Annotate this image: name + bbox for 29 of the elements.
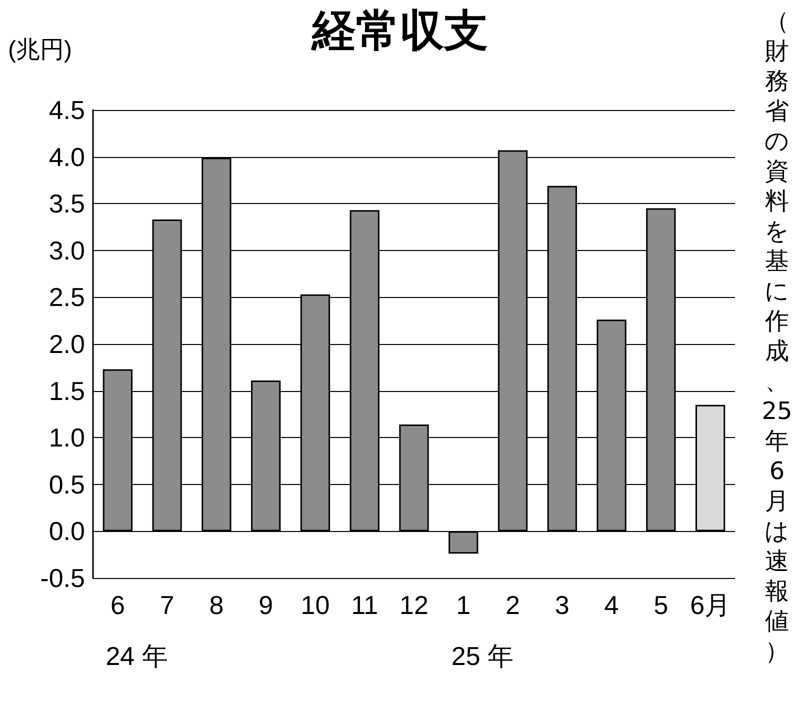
x-tick-label: 1 <box>456 590 471 620</box>
y-tick-label: 1.0 <box>48 422 85 453</box>
y-tick-label: 0.5 <box>48 469 85 500</box>
text: 25 年 <box>451 641 514 671</box>
x-tick-label: 12 <box>400 590 428 620</box>
y-tick-label: 3.0 <box>48 235 85 266</box>
y-tick-label: 2.0 <box>48 329 85 359</box>
x-tick-label: 7 <box>160 590 174 620</box>
y-tick-label: 0.0 <box>48 516 85 546</box>
text: 24 年 <box>106 641 168 671</box>
y-tick-label: 3.5 <box>48 188 85 219</box>
y-tick-label: 1.5 <box>48 376 85 406</box>
x-tick-label: 4 <box>604 590 619 620</box>
y-axis-title: (兆円) <box>8 36 72 64</box>
y-tick-label: 4.5 <box>48 95 85 125</box>
x-tick-label: 11 <box>351 590 378 620</box>
text: （財務省の資料を基に作成、25年6月は速報値） <box>762 7 792 665</box>
x-tick-label: 6月 <box>690 590 731 620</box>
y-tick-label: 2.5 <box>48 282 85 312</box>
x-tick-label: 2 <box>506 590 520 620</box>
x-tick-label: 10 <box>300 590 330 620</box>
y-tick-label: -0.5 <box>40 563 85 593</box>
x-tick-label: 5 <box>654 590 668 620</box>
x-tick-label: 3 <box>554 590 570 620</box>
x-tick-label: 9 <box>258 590 274 620</box>
x-tick-label: 6 <box>110 590 125 620</box>
x-tick-label: 8 <box>209 590 224 620</box>
chart-title: 経常収支 <box>310 6 488 56</box>
y-tick-label: 4.0 <box>48 142 85 172</box>
